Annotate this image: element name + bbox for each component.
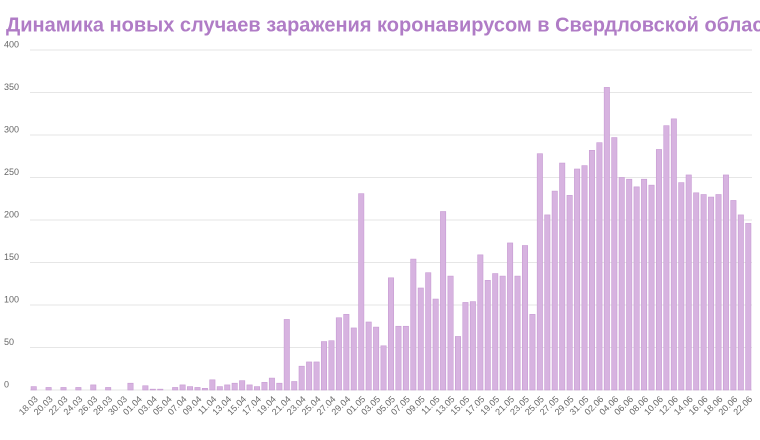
- bar: [551, 190, 558, 391]
- bar: [313, 361, 320, 391]
- bar: [648, 184, 655, 391]
- bar: [30, 386, 37, 391]
- bar: [187, 386, 194, 391]
- bar: [737, 214, 744, 391]
- bar: [75, 387, 82, 391]
- bar: [283, 319, 290, 391]
- bar: [201, 387, 208, 391]
- bar: [358, 193, 365, 391]
- bar: [559, 162, 566, 391]
- bar: [209, 379, 216, 391]
- bar: [328, 340, 335, 391]
- bar: [693, 192, 700, 391]
- bar: [596, 142, 603, 391]
- bar: [365, 321, 372, 391]
- bar: [425, 272, 432, 391]
- bar: [268, 377, 275, 391]
- y-tick-label: 150: [4, 252, 19, 262]
- bar: [611, 137, 618, 391]
- bar: [469, 301, 476, 391]
- bar: [574, 168, 581, 391]
- bar: [700, 194, 707, 391]
- bar: [231, 382, 238, 391]
- y-tick-label: 250: [4, 167, 19, 177]
- bar: [447, 275, 454, 391]
- bar: [529, 314, 536, 391]
- bar: [626, 178, 633, 391]
- bar: [216, 386, 223, 391]
- bar: [142, 385, 149, 391]
- bar: [291, 381, 298, 391]
- bar: [432, 298, 439, 391]
- bar: [239, 380, 246, 391]
- bar: [499, 275, 506, 391]
- bar: [633, 186, 640, 391]
- bar: [410, 258, 417, 391]
- bar: [492, 273, 499, 391]
- bar: [708, 196, 715, 391]
- y-tick-label: 350: [4, 82, 19, 92]
- bar: [157, 388, 164, 391]
- bar: [402, 325, 409, 391]
- bar: [276, 382, 283, 391]
- bar: [663, 125, 670, 391]
- bar: [603, 87, 610, 391]
- chart-title: Динамика новых случаев заражения коронав…: [6, 14, 760, 36]
- bar: [261, 382, 268, 391]
- bar: [350, 327, 357, 391]
- y-tick-label: 0: [4, 379, 9, 389]
- y-tick-label: 50: [4, 337, 14, 347]
- bar: [246, 384, 253, 391]
- bar: [395, 325, 402, 391]
- bar: [306, 361, 313, 391]
- bar: [440, 211, 447, 391]
- bar: [105, 387, 112, 391]
- bar: [618, 177, 625, 391]
- bar: [90, 384, 97, 391]
- bar: [343, 314, 350, 391]
- bar: [45, 387, 52, 391]
- bar: [380, 345, 387, 391]
- bar: [417, 287, 424, 391]
- bar: [722, 174, 729, 391]
- bar: [507, 242, 514, 391]
- bar: [373, 326, 380, 391]
- bar: [298, 365, 305, 391]
- bar: [588, 150, 595, 391]
- bar: [60, 387, 67, 391]
- bar: [149, 388, 156, 391]
- bar: [321, 341, 327, 391]
- bar: [715, 194, 722, 391]
- bar: [388, 277, 394, 391]
- bar: [254, 386, 261, 391]
- bar: [462, 302, 469, 391]
- bar: [335, 317, 342, 391]
- bar: [685, 174, 692, 391]
- bar: [179, 384, 186, 391]
- bar: [127, 382, 134, 391]
- bar: [641, 178, 648, 391]
- bar: [194, 387, 201, 391]
- bar: [730, 200, 737, 391]
- y-tick-label: 100: [4, 294, 19, 304]
- bar: [678, 182, 685, 391]
- bar: [581, 165, 588, 391]
- bar: [455, 336, 461, 391]
- y-tick-label: 200: [4, 209, 19, 219]
- bar: [536, 153, 543, 391]
- bar: [172, 387, 179, 391]
- bar: [566, 195, 573, 391]
- bar: [544, 214, 551, 391]
- bar: [477, 254, 484, 391]
- bar: [224, 384, 231, 391]
- y-tick-label: 400: [4, 39, 19, 49]
- y-tick-label: 300: [4, 124, 19, 134]
- bar: [484, 280, 491, 391]
- bar: [655, 149, 662, 391]
- bar: [670, 118, 677, 391]
- bar: [514, 275, 521, 391]
- bar: [521, 245, 528, 391]
- bar: [745, 223, 752, 391]
